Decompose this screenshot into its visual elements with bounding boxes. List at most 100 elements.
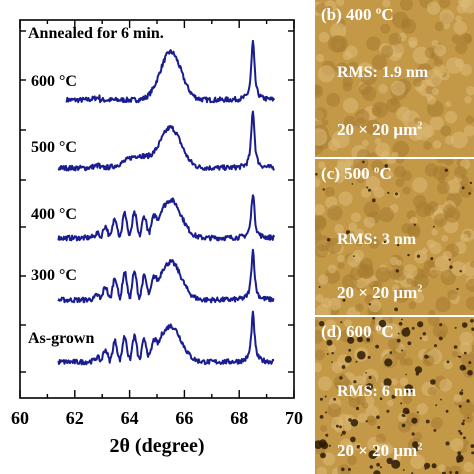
afm-grain	[391, 151, 399, 157]
afm-grain	[431, 39, 439, 47]
afm-grain	[326, 93, 341, 107]
afm-grain	[410, 454, 425, 469]
afm-grain	[358, 82, 372, 96]
afm-grain	[315, 304, 332, 315]
afm-grain	[413, 292, 425, 304]
afm-grain	[465, 115, 474, 124]
afm-pit	[471, 327, 474, 331]
afm-grain	[432, 140, 442, 149]
afm-pit	[468, 361, 472, 365]
afm-pit	[357, 336, 363, 343]
afm-grain	[459, 400, 474, 416]
afm-scan-size-sup: 2	[417, 120, 423, 132]
afm-pit	[357, 350, 366, 360]
afm-grain	[324, 186, 335, 198]
afm-pit	[368, 376, 372, 379]
afm-grain	[345, 45, 358, 59]
afm-pit	[346, 230, 350, 235]
afm-pit	[456, 287, 459, 291]
afm-pit	[391, 394, 396, 399]
afm-pit	[453, 345, 458, 349]
afm-pit	[355, 406, 360, 411]
afm-grain	[348, 222, 358, 232]
afm-grain	[390, 97, 398, 106]
afm-grain	[394, 288, 409, 303]
afm-pit	[376, 415, 380, 419]
afm-pit	[375, 344, 379, 349]
afm-pit	[458, 429, 461, 433]
afm-pit	[441, 471, 446, 474]
afm-pit	[365, 372, 367, 374]
afm-pit	[326, 353, 329, 355]
afm-pit	[467, 370, 473, 376]
afm-pit	[324, 395, 327, 398]
afm-pit	[378, 297, 381, 300]
afm-pit	[331, 352, 334, 355]
xrd-trace	[57, 310, 275, 366]
afm-pit	[321, 442, 329, 450]
afm-grain	[355, 117, 367, 129]
afm-grain	[328, 35, 346, 53]
afm-pit	[462, 366, 467, 370]
afm-pit	[377, 426, 381, 429]
afm-pit	[395, 269, 399, 273]
afm-rms-value: RMS: 1.9 nm	[337, 64, 429, 81]
afm-pit	[412, 441, 419, 448]
afm-grain	[441, 234, 449, 242]
afm-grain	[339, 446, 348, 454]
afm-pit	[351, 183, 354, 185]
afm-grain	[378, 83, 388, 94]
afm-grain	[435, 296, 451, 313]
afm-pit	[366, 186, 369, 189]
afm-pit	[405, 373, 407, 376]
afm-grain	[445, 101, 452, 107]
afm-grain	[315, 362, 322, 373]
afm-scan-size-sup: 2	[417, 283, 423, 295]
afm-grain	[389, 268, 401, 280]
afm-grain	[336, 0, 345, 7]
afm-pit	[340, 434, 343, 437]
afm-pit	[440, 398, 442, 401]
afm-grain	[318, 274, 329, 285]
afm-grain	[427, 95, 437, 105]
afm-grain	[466, 278, 474, 292]
afm-pit	[391, 459, 401, 469]
afm-grain	[361, 402, 369, 409]
afm-pit	[446, 360, 450, 364]
afm-grain	[426, 239, 436, 249]
afm-pit	[375, 446, 379, 450]
afm-grain	[464, 96, 472, 104]
afm-grain	[413, 274, 429, 289]
afm-grain	[408, 301, 417, 310]
afm-grain	[330, 22, 347, 39]
afm-grain	[357, 413, 368, 423]
afm-grain	[366, 415, 377, 426]
afm-grain	[321, 119, 329, 126]
afm-image	[315, 317, 474, 474]
afm-pit	[350, 436, 356, 443]
afm-grain	[372, 106, 382, 116]
afm-rms-value: RMS: 6 nm	[337, 383, 417, 400]
afm-pit	[463, 436, 466, 440]
afm-grain	[451, 261, 466, 277]
afm-pit	[398, 322, 403, 326]
afm-pit	[339, 376, 343, 380]
afm-pit	[394, 307, 398, 312]
afm-grain	[438, 0, 451, 9]
afm-pit	[367, 355, 371, 359]
afm-pit	[396, 243, 400, 247]
afm-grain	[403, 264, 418, 279]
afm-grain	[428, 309, 435, 315]
afm-grain	[352, 249, 364, 261]
afm-pit	[325, 411, 328, 414]
afm-pit	[331, 361, 333, 363]
afm-grain	[375, 433, 386, 444]
afm-panel-c: (c) 500 ºC RMS: 3 nm 20 × 20 μm2	[315, 159, 474, 315]
afm-pit	[339, 425, 342, 429]
afm-grain	[429, 116, 444, 131]
afm-grain	[327, 344, 336, 353]
afm-grain	[373, 186, 385, 198]
afm-grain	[388, 32, 402, 46]
afm-grain	[459, 331, 474, 346]
afm-pit	[379, 466, 382, 469]
